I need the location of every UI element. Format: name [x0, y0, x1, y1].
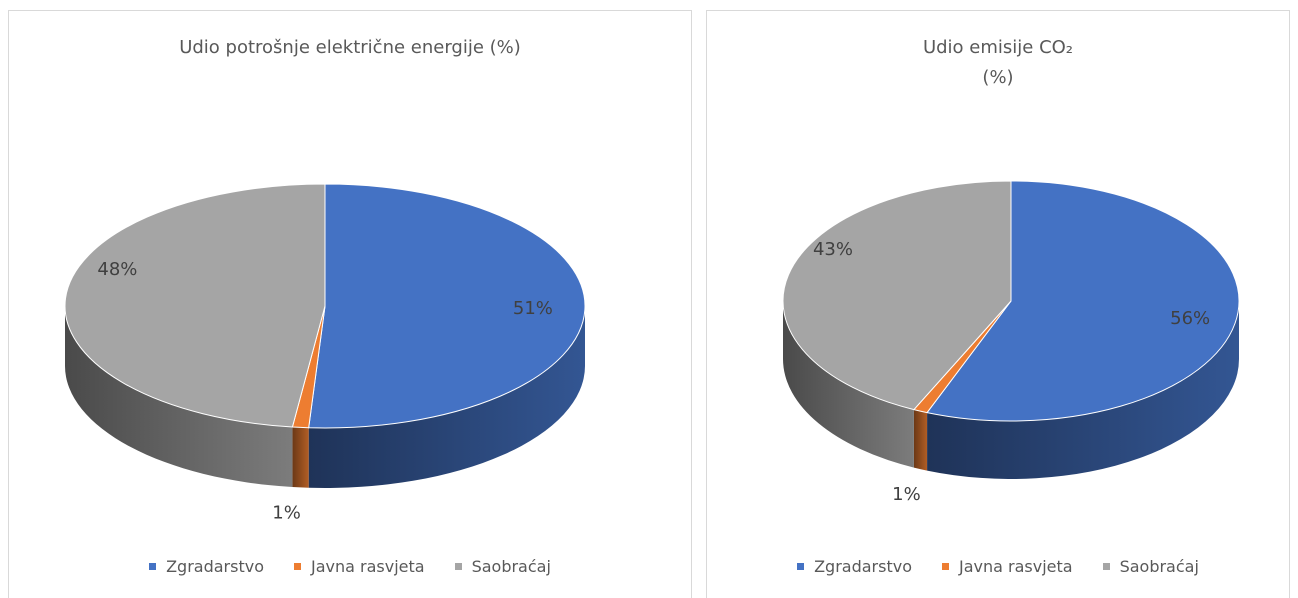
- data-label: 1%: [892, 484, 921, 505]
- legend: Zgradarstvo Javna rasvjeta Saobraćaj: [707, 557, 1289, 576]
- slice-side: [292, 427, 309, 488]
- slice: [926, 180, 1240, 422]
- slice: [64, 183, 326, 428]
- pie: 56% 1% 43%: [782, 180, 1240, 505]
- slice-side: [913, 409, 928, 471]
- legend-label: Javna rasvjeta: [310, 557, 425, 576]
- slice-side: [783, 301, 914, 468]
- chart-title: Udio emisije CO₂ (%): [922, 37, 1074, 88]
- data-label: 56%: [1170, 308, 1210, 329]
- slice-side: [927, 301, 1239, 479]
- data-label: 1%: [272, 502, 301, 523]
- slice: [308, 183, 586, 429]
- legend-label: Zgradarstvo: [166, 557, 264, 576]
- data-label: 43%: [813, 239, 853, 260]
- data-label: 51%: [513, 298, 553, 319]
- legend-item: Saobraćaj: [1102, 557, 1199, 576]
- chart-panel: Udio potrošnje električne energije (%) 51…: [8, 10, 692, 598]
- legend-marker: [1102, 563, 1110, 570]
- legend: Zgradarstvo Javna rasvjeta Saobraćaj: [9, 557, 691, 576]
- legend-marker: [454, 563, 462, 570]
- chart-title: Udio potrošnje električne energije (%): [179, 37, 521, 58]
- legend-marker: [797, 563, 805, 570]
- legend-label: Saobraćaj: [471, 557, 551, 576]
- legend-marker: [941, 563, 949, 570]
- slice-side: [65, 306, 293, 488]
- data-label: 48%: [97, 259, 137, 280]
- legend-label: Saobraćaj: [1119, 557, 1199, 576]
- legend-label: Zgradarstvo: [814, 557, 912, 576]
- legend-item: Zgradarstvo: [797, 557, 912, 576]
- slice: [782, 180, 1012, 411]
- legend-marker: [149, 563, 157, 570]
- legend-item: Javna rasvjeta: [293, 557, 425, 576]
- pie: 51% 1% 48%: [64, 183, 586, 523]
- legend-item: Javna rasvjeta: [941, 557, 1073, 576]
- legend-item: Saobraćaj: [454, 557, 551, 576]
- slice-side: [308, 306, 585, 488]
- legend-item: Zgradarstvo: [149, 557, 264, 576]
- legend-label: Javna rasvjeta: [958, 557, 1073, 576]
- chart-panel: Udio emisije CO₂ (%) 56% 1% 43% Zgradarstvo J…: [706, 10, 1290, 598]
- legend-marker: [293, 563, 301, 570]
